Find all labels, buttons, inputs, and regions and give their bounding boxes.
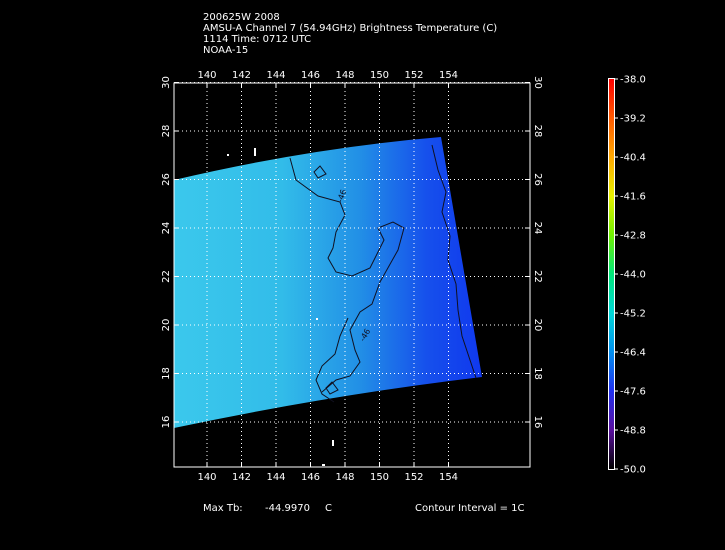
lon-tick-label: 140 [197,472,216,483]
lat-tick-label: 18 [161,367,172,380]
lon-labels-top: 140 142 144 146 148 150 152 154 [197,70,458,81]
lon-tick-label: 154 [439,472,458,483]
frame-ticks [174,82,530,467]
lon-tick-label: 146 [301,70,320,81]
colorbar [609,79,614,469]
product-title: AMSU-A Channel 7 (54.94GHz) Brightness T… [203,23,498,34]
lon-tick-label: 144 [266,70,285,81]
lat-tick-label: 28 [532,125,543,138]
lat-tick-label: 16 [161,416,172,429]
lon-tick-label: 144 [266,472,285,483]
lat-tick-label: 24 [161,222,172,235]
lon-tick-label: 150 [370,472,389,483]
lon-tick-label: 148 [335,70,354,81]
lon-tick-label: 154 [439,70,458,81]
max-tb-label: Max Tb: [203,503,243,514]
colorbar-label: -39.2 [620,114,646,125]
lat-tick-label: 24 [532,222,543,235]
max-tb-unit: C [325,503,332,514]
lat-tick-label: 20 [532,319,543,332]
island [254,148,256,156]
lon-tick-label: 142 [232,472,251,483]
lon-tick-label: 152 [404,472,423,483]
colorbar-labels: -38.0 -39.2 -40.4 -41.6 -42.8 -44.0 -45.2 -46.4… [614,75,646,476]
lat-tick-label: 30 [532,76,543,89]
swath-layer: -46 -46 [174,137,482,466]
colorbar-label: -45.2 [620,309,646,320]
lon-tick-label: 146 [301,472,320,483]
lat-tick-label: 16 [532,416,543,429]
colorbar-label: -41.6 [620,192,646,203]
satellite-name: NOAA-15 [203,45,249,56]
colorbar-label: -47.6 [620,387,646,398]
contour-line [313,165,327,179]
lat-tick-label: 26 [161,173,172,186]
contour-line [315,317,349,403]
colorbar-label: -40.4 [620,153,646,164]
island [332,440,334,446]
lat-tick-label: 18 [532,367,543,380]
lon-tick-label: 150 [370,70,389,81]
swath [174,137,482,428]
contour-line [325,381,339,395]
max-tb-value: -44.9970 [265,503,310,514]
storm-id: 200625W 2008 [203,12,280,23]
chart-header: 200625W 2008 AMSU-A Channel 7 (54.94GHz)… [203,12,497,56]
colorbar-label: -42.8 [620,231,646,242]
lon-tick-label: 140 [197,70,216,81]
lat-tick-label: 26 [532,173,543,186]
colorbar-label: -50.0 [620,465,646,476]
lon-tick-label: 152 [404,70,423,81]
lat-labels-left: 16 18 20 22 24 26 28 30 [161,76,172,428]
islands [227,148,334,466]
lon-labels-bottom: 140 142 144 146 148 150 152 154 [197,472,458,483]
colorbar-label: -48.8 [620,426,646,437]
map-frame [173,82,531,468]
colorbar-label: -44.0 [620,270,646,281]
lat-tick-label: 22 [532,270,543,283]
lon-tick-label: 142 [232,70,251,81]
time-line: 1114 Time: 0712 UTC [203,34,312,45]
lat-tick-label: 28 [161,125,172,138]
island [227,154,229,156]
contour-interval: Contour Interval = 1C [415,503,525,514]
lat-tick-label: 30 [161,76,172,89]
island [316,318,318,320]
lon-tick-label: 148 [335,472,354,483]
lat-labels-right: 16 18 20 22 24 26 28 30 [532,76,543,428]
lat-tick-label: 20 [161,319,172,332]
island [322,464,325,466]
colorbar-label: -38.0 [620,75,646,86]
colorbar-label: -46.4 [620,348,646,359]
lat-tick-label: 22 [161,270,172,283]
